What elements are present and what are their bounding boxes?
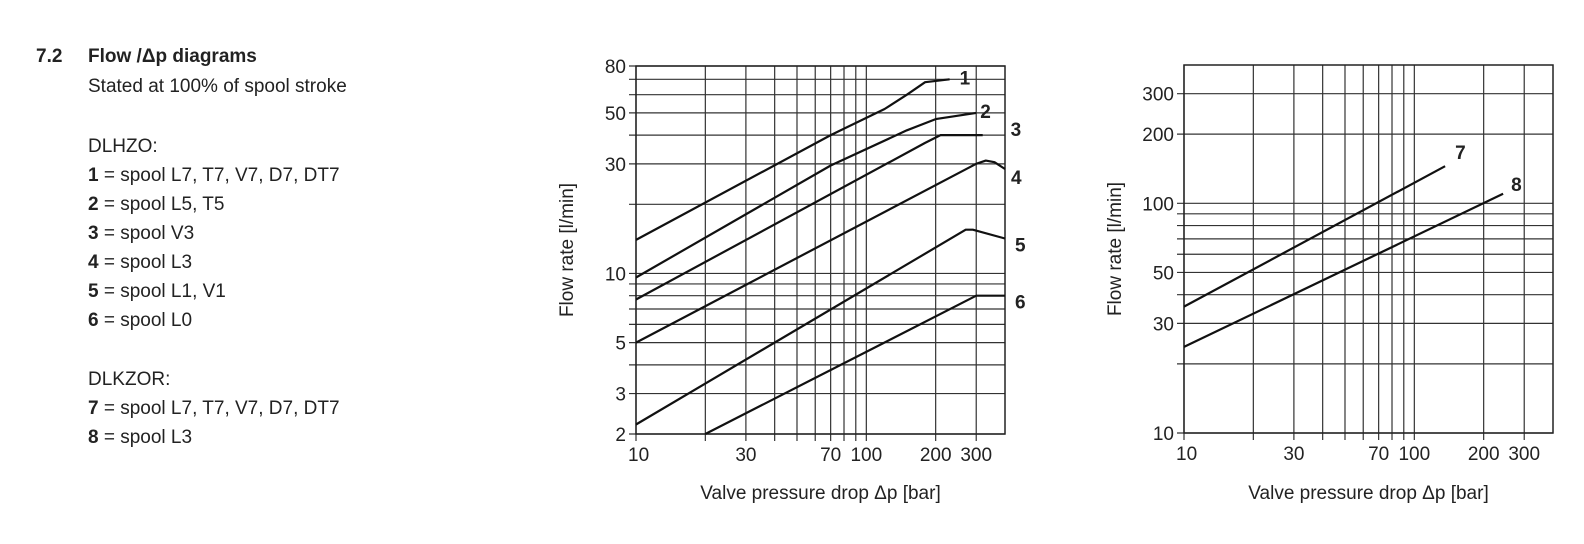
legend-label: = spool L3 [98, 252, 193, 273]
x-axis-label: Valve pressure drop Δp [bar] [1248, 483, 1488, 504]
legend-number: 4 [88, 252, 99, 273]
legend-number: 1 [88, 165, 99, 186]
series-line-1 [635, 78, 950, 241]
y-axis-label: Flow rate [l/min] [557, 183, 578, 317]
series-label: 1 [960, 68, 971, 89]
y-axis-label: Flow rate [l/min] [1105, 182, 1126, 316]
y-tick-label: 50 [605, 104, 626, 125]
series-label: 3 [1011, 120, 1022, 141]
y-tick-label: 100 [1142, 194, 1174, 215]
x-tick-label: 10 [1176, 444, 1197, 465]
series-label: 8 [1511, 175, 1522, 196]
series-line-3 [635, 134, 983, 301]
legend-number: 5 [88, 281, 99, 302]
x-tick-label: 30 [1283, 444, 1304, 465]
x-tick-label: 200 [920, 445, 952, 466]
legend-number: 7 [88, 398, 99, 419]
y-tick-label: 3 [615, 385, 626, 406]
legend-number: 3 [88, 223, 99, 244]
group-heading: DLHZO: [88, 136, 158, 157]
legend-item: 7 = spool L7, T7, V7, D7, DT7 [88, 398, 340, 420]
legend-label: = spool L0 [98, 310, 193, 331]
series-label: 7 [1455, 143, 1466, 164]
x-axis-label: Valve pressure drop Δp [bar] [700, 483, 940, 504]
y-tick-label: 30 [605, 155, 626, 176]
chart-2: 10 30 70 100 200 300 10 30 50 100 200 300 Valve pres… [1105, 64, 1554, 504]
section-title: Flow /Δp diagrams [88, 46, 257, 67]
plot-frame [1183, 64, 1554, 434]
x-tick-label: 300 [960, 445, 992, 466]
y-tick-label: 10 [605, 264, 626, 285]
x-tick-label: 30 [735, 445, 756, 466]
legend-item: 4 = spool L3 [88, 252, 192, 274]
x-tick-label: 100 [850, 445, 882, 466]
legend-number: 2 [88, 194, 99, 215]
series-line-7 [1183, 165, 1446, 308]
x-tick-label: 200 [1468, 444, 1500, 465]
legend-number: 8 [88, 427, 99, 448]
y-tick-label: 5 [615, 334, 626, 355]
y-tick-label: 300 [1142, 85, 1174, 106]
legend-item: 3 = spool V3 [88, 223, 194, 245]
x-tick-label: 300 [1508, 444, 1540, 465]
group-heading: DLKZOR: [88, 369, 171, 390]
legend-label: = spool L1, V1 [98, 281, 226, 302]
x-tick-label: 70 [820, 445, 841, 466]
y-tick-label: 50 [1153, 263, 1174, 284]
series-line-4 [635, 159, 1006, 344]
series-label: 4 [1011, 168, 1022, 189]
y-tick-label: 200 [1142, 125, 1174, 146]
legend-label: = spool L5, T5 [98, 194, 225, 215]
series-label: 6 [1015, 293, 1026, 314]
y-tick-label: 10 [1153, 424, 1174, 445]
series-line-5 [635, 228, 1006, 426]
plot-frame [635, 65, 1006, 435]
y-tick-label: 30 [1153, 314, 1174, 335]
y-tick-label: 80 [605, 57, 626, 78]
section-number: 7.2 [36, 46, 63, 67]
legend-item: 2 = spool L5, T5 [88, 194, 224, 216]
x-tick-label: 100 [1398, 444, 1430, 465]
series-label: 2 [980, 102, 991, 123]
legend-item: 8 = spool L3 [88, 427, 192, 449]
section-subtitle: Stated at 100% of spool stroke [88, 76, 347, 97]
series-line-6 [704, 294, 1005, 435]
y-tick-label: 2 [615, 425, 626, 446]
legend-label: = spool L7, T7, V7, D7, DT7 [98, 398, 340, 419]
x-tick-label: 70 [1368, 444, 1389, 465]
legend-label: = spool L3 [98, 427, 193, 448]
series-line-2 [635, 111, 977, 279]
x-tick-label: 10 [628, 445, 649, 466]
legend-item: 6 = spool L0 [88, 310, 192, 332]
legend-number: 6 [88, 310, 99, 331]
legend-label: = spool V3 [98, 223, 195, 244]
legend-item: 5 = spool L1, V1 [88, 281, 226, 303]
legend-item: 1 = spool L7, T7, V7, D7, DT7 [88, 165, 340, 187]
legend-label: = spool L7, T7, V7, D7, DT7 [98, 165, 340, 186]
series-label: 5 [1015, 235, 1026, 256]
series-line-8 [1183, 192, 1504, 348]
